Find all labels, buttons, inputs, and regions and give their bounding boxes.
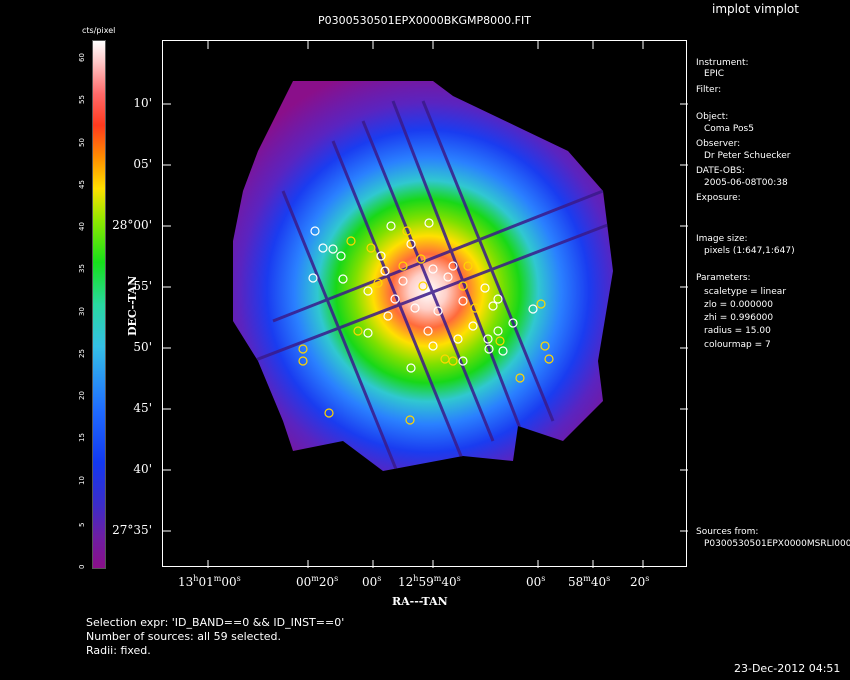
colorbar-tick-label: 15 xyxy=(78,433,86,443)
frame-ticks xyxy=(163,41,688,568)
object-label: Object: xyxy=(696,112,729,122)
y-tick-label: 50' xyxy=(133,340,152,354)
exposure-map xyxy=(233,81,613,471)
y-tick-label: 45' xyxy=(133,401,152,415)
y-tick-label: 05' xyxy=(133,157,152,171)
instrument-value: EPIC xyxy=(704,69,725,79)
colorbar-tick-label: 20 xyxy=(78,391,86,400)
image-file-title: P0300530501EPX0000BKGMP8000.FIT xyxy=(318,14,531,27)
x-tick-label: 13h01m00s xyxy=(178,574,241,589)
object-value: Coma Pos5 xyxy=(704,124,754,134)
param-zhi: zhi = 0.996000 xyxy=(704,313,774,323)
parameters-label: Parameters: xyxy=(696,273,751,283)
timestamp: 23-Dec-2012 04:51 xyxy=(734,662,841,675)
colorbar-tick-label: 40 xyxy=(78,222,86,231)
filter-label: Filter: xyxy=(696,85,722,95)
colorbar-title: cts/pixel xyxy=(82,26,116,35)
param-scaletype: scaletype = linear xyxy=(704,287,787,297)
plot-frame xyxy=(162,40,688,568)
colorbar-tick-label: 55 xyxy=(78,95,86,105)
y-tick-label: 40' xyxy=(133,462,152,476)
colorbar-tick-label: 30 xyxy=(78,306,86,316)
image-size-label: Image size: xyxy=(696,234,748,244)
param-radius: radius = 15.00 xyxy=(704,326,771,336)
observer-label: Observer: xyxy=(696,139,741,149)
x-tick-label: 00s xyxy=(526,574,546,589)
colorbar-tick-label: 45 xyxy=(78,179,86,189)
sources-from-value: P0300530501EPX0000MSRLI0000.F xyxy=(704,539,850,549)
y-tick-label: 55' xyxy=(133,279,152,293)
y-tick-label: 27°35' xyxy=(112,523,152,537)
y-tick-label: 10' xyxy=(133,96,152,110)
date-obs-label: DATE-OBS: xyxy=(696,166,745,176)
date-obs-value: 2005-06-08T00:38 xyxy=(704,178,788,188)
colorbar-tick-label: 25 xyxy=(78,348,86,358)
param-colourmap: colourmap = 7 xyxy=(704,340,771,350)
source-markers xyxy=(298,218,554,425)
source-count: Number of sources: all 59 selected. xyxy=(86,630,282,643)
image-size-value: pixels (1:647,1:647) xyxy=(704,246,795,256)
instrument-label: Instrument: xyxy=(696,58,749,68)
exposure-label: Exposure: xyxy=(696,193,741,203)
observer-value: Dr Peter Schuecker xyxy=(704,151,791,161)
colorbar-tick-label: 35 xyxy=(78,264,86,274)
radii-mode: Radii: fixed. xyxy=(86,644,151,657)
x-tick-label: 00m20s xyxy=(296,574,339,589)
colorbar-tick-label: 10 xyxy=(78,475,86,485)
colorbar-tick-label: 5 xyxy=(78,522,86,527)
selection-expression: Selection expr: 'ID_BAND==0 && ID_INST==… xyxy=(86,616,345,629)
x-tick-label: 12h59m40s xyxy=(398,574,461,589)
selection-summary: Selection expr: 'ID_BAND==0 && ID_INST==… xyxy=(86,616,344,658)
colorbar-tick-label: 0 xyxy=(78,564,86,569)
sources-from-label: Sources from: xyxy=(696,527,759,537)
y-tick-label: 28°00' xyxy=(112,218,152,232)
param-zlo: zlo = 0.000000 xyxy=(704,300,773,310)
x-tick-label: 58m40s xyxy=(568,574,611,589)
colorbar xyxy=(92,40,106,569)
colorbar-tick-label: 60 xyxy=(78,53,86,62)
x-tick-label: 20s xyxy=(630,574,650,589)
window-title: implot vimplot xyxy=(712,2,799,16)
x-tick-label: 00s xyxy=(362,574,382,589)
y-axis-label: DEC--TAN xyxy=(126,275,139,336)
colorbar-tick-label: 50 xyxy=(78,137,86,147)
sky-image xyxy=(163,41,688,568)
x-axis-label: RA---TAN xyxy=(392,595,448,608)
